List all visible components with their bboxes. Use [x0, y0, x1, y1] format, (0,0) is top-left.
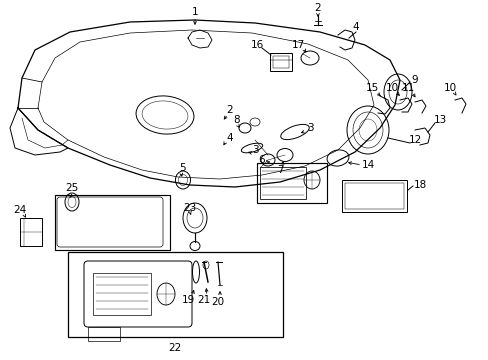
Bar	[345, 183, 403, 209]
Text: 2: 2	[314, 3, 321, 13]
Text: 23: 23	[183, 203, 196, 213]
Text: 10: 10	[443, 83, 456, 93]
Text: 21: 21	[197, 295, 210, 305]
Text: 5: 5	[178, 163, 185, 173]
Text: 24: 24	[13, 205, 26, 215]
Text: 11: 11	[401, 83, 414, 93]
Text: 18: 18	[412, 180, 426, 190]
Bar	[68, 252, 283, 337]
Bar	[20, 218, 42, 246]
Bar	[341, 180, 406, 212]
Text: 16: 16	[250, 40, 263, 50]
Bar	[55, 195, 170, 250]
Text: 13: 13	[432, 115, 446, 125]
Bar	[257, 163, 326, 203]
Bar	[93, 273, 151, 315]
Text: 4: 4	[352, 22, 359, 32]
Text: 4: 4	[226, 133, 233, 143]
Bar	[269, 53, 291, 71]
Text: 10: 10	[385, 83, 398, 93]
Text: 6: 6	[258, 155, 265, 165]
Text: 2: 2	[226, 105, 233, 115]
Bar	[260, 167, 305, 199]
Text: 9: 9	[411, 75, 417, 85]
Text: 17: 17	[291, 40, 304, 50]
Text: 3: 3	[251, 145, 258, 155]
Text: 12: 12	[407, 135, 421, 145]
Bar	[88, 327, 120, 341]
Text: 14: 14	[361, 160, 374, 170]
Text: 22: 22	[168, 343, 181, 353]
Text: 25: 25	[65, 183, 79, 193]
Text: 8: 8	[233, 115, 240, 125]
Bar	[272, 56, 288, 68]
Text: 3: 3	[306, 123, 313, 133]
Text: 20: 20	[211, 297, 224, 307]
Text: 1: 1	[191, 7, 198, 17]
Text: 7: 7	[276, 165, 283, 175]
Text: 19: 19	[181, 295, 194, 305]
Text: 15: 15	[365, 83, 378, 93]
